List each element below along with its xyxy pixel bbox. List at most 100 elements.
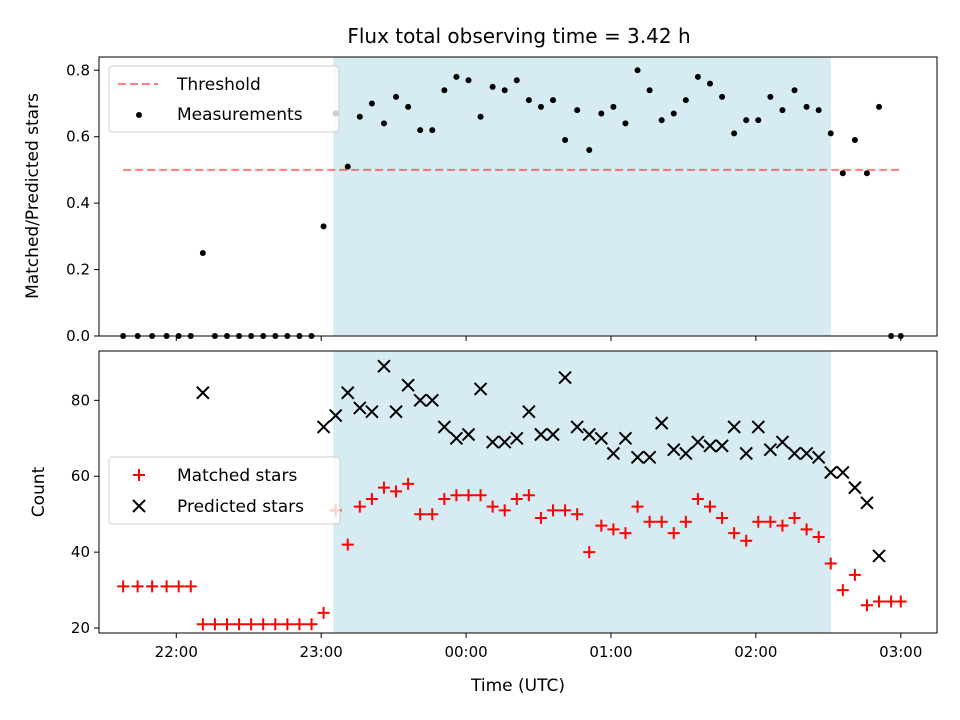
matched-stars-point <box>894 595 907 608</box>
legend-predicted-swatch <box>132 499 146 513</box>
legend-predicted-label: Predicted stars <box>177 497 304 517</box>
y-tick-label: 0.6 <box>66 128 90 146</box>
matched-stars-point <box>196 618 209 631</box>
predicted-stars-point <box>860 496 874 510</box>
matched-stars-point <box>245 618 258 631</box>
predicted-stars-point <box>703 439 717 453</box>
predicted-stars-point <box>739 446 753 461</box>
matched-stars-point <box>498 504 511 517</box>
measurement-point <box>670 110 677 117</box>
matched-stars-point <box>571 508 584 521</box>
predicted-stars-point <box>425 393 439 408</box>
bottom-y-axis-label: Count <box>29 466 49 517</box>
measurement-point <box>682 97 689 104</box>
measurement-point <box>380 120 387 127</box>
measurement-point <box>839 170 846 177</box>
x-tick-label: 02:00 <box>734 643 777 661</box>
measurement-point <box>743 117 750 124</box>
predicted-stars-point <box>582 427 596 442</box>
matched-stars-point <box>293 618 306 631</box>
matched-stars-point <box>281 618 294 631</box>
predicted-stars-point <box>654 416 669 430</box>
predicted-stars-point <box>570 420 584 434</box>
predicted-stars-point <box>473 382 488 396</box>
matched-stars-point <box>824 557 837 570</box>
predicted-stars-point <box>630 450 645 464</box>
predicted-stars-point <box>389 405 403 419</box>
chart-title: Flux total observing time = 3.42 h <box>347 24 690 48</box>
x-tick-label: 01:00 <box>589 643 632 661</box>
y-tick-label: 0.0 <box>66 327 90 345</box>
measurement-point <box>863 170 870 177</box>
y-tick-label: 20 <box>71 619 90 637</box>
predicted-stars-point <box>799 446 814 461</box>
y-tick-label: 80 <box>71 391 90 409</box>
measurement-point <box>791 87 798 94</box>
matched-stars-point <box>873 595 886 608</box>
predicted-stars-point <box>510 431 524 446</box>
matched-stars-point <box>341 538 354 551</box>
measurement-point <box>610 103 617 110</box>
matched-stars-point <box>438 493 451 506</box>
predicted-stars-point <box>365 405 379 419</box>
matched-stars-point <box>643 515 656 528</box>
matched-stars-point <box>595 519 608 532</box>
matched-stars-point <box>510 493 523 506</box>
predicted-stars-point <box>437 420 452 434</box>
measurement-point <box>550 97 557 104</box>
matched-stars-point <box>486 500 499 513</box>
measurement-point <box>501 87 508 94</box>
measurement-point <box>344 163 351 170</box>
matched-stars-point <box>160 580 173 593</box>
x-axis-label: Time (UTC) <box>470 676 565 696</box>
matched-stars-point <box>474 489 487 502</box>
measurement-point <box>393 93 400 100</box>
predicted-stars-point <box>848 480 862 495</box>
predicted-stars-point <box>751 420 765 434</box>
matched-stars-point <box>131 580 144 593</box>
matched-stars-point <box>117 580 130 593</box>
matched-stars-point <box>305 618 318 631</box>
predicted-stars-point <box>715 439 729 453</box>
predicted-stars-point <box>485 435 500 449</box>
legend-threshold-label: Threshold <box>176 75 261 95</box>
measurement-point <box>320 223 327 230</box>
matched-stars-point <box>426 508 439 521</box>
matched-stars-point <box>679 515 692 528</box>
observing-window-shade <box>333 351 831 633</box>
matched-stars-point <box>812 530 825 543</box>
x-tick-label: 22:00 <box>155 643 198 661</box>
predicted-stars-point <box>824 465 838 480</box>
bottom-legend: Matched stars Predicted stars <box>108 456 341 525</box>
measurement-point <box>441 87 448 94</box>
predicted-stars-point <box>522 405 536 419</box>
measurement-point <box>465 77 472 84</box>
predicted-stars-point <box>498 435 512 449</box>
matched-stars-point <box>752 515 765 528</box>
bottom-plot-frame <box>98 350 938 634</box>
matched-stars-point <box>377 481 390 494</box>
top-y-axis-label: Matched/Predicted stars <box>23 93 43 299</box>
matched-stars-point <box>788 511 801 524</box>
measurement-point <box>731 130 738 137</box>
measurement-point <box>199 249 206 256</box>
predicted-stars-point <box>461 427 476 442</box>
matched-stars-point <box>860 599 873 612</box>
measurement-point <box>658 117 665 124</box>
matched-stars-point <box>703 500 716 513</box>
measurement-point <box>622 120 629 127</box>
y-tick-label: 0.4 <box>66 194 90 212</box>
matched-stars-point <box>317 606 330 619</box>
predicted-stars-point <box>353 401 367 415</box>
matched-stars-point <box>607 523 620 536</box>
measurement-point <box>429 127 436 134</box>
predicted-stars-point <box>594 431 609 446</box>
matched-stars-point <box>402 477 415 490</box>
measurement-point <box>755 117 762 124</box>
matched-stars-point <box>390 485 403 498</box>
predicted-stars-point <box>836 465 850 480</box>
predicted-stars-point <box>316 420 331 434</box>
measurement-point <box>634 67 641 74</box>
predicted-stars-point <box>196 386 210 400</box>
x-tick-label: 00:00 <box>444 643 487 661</box>
